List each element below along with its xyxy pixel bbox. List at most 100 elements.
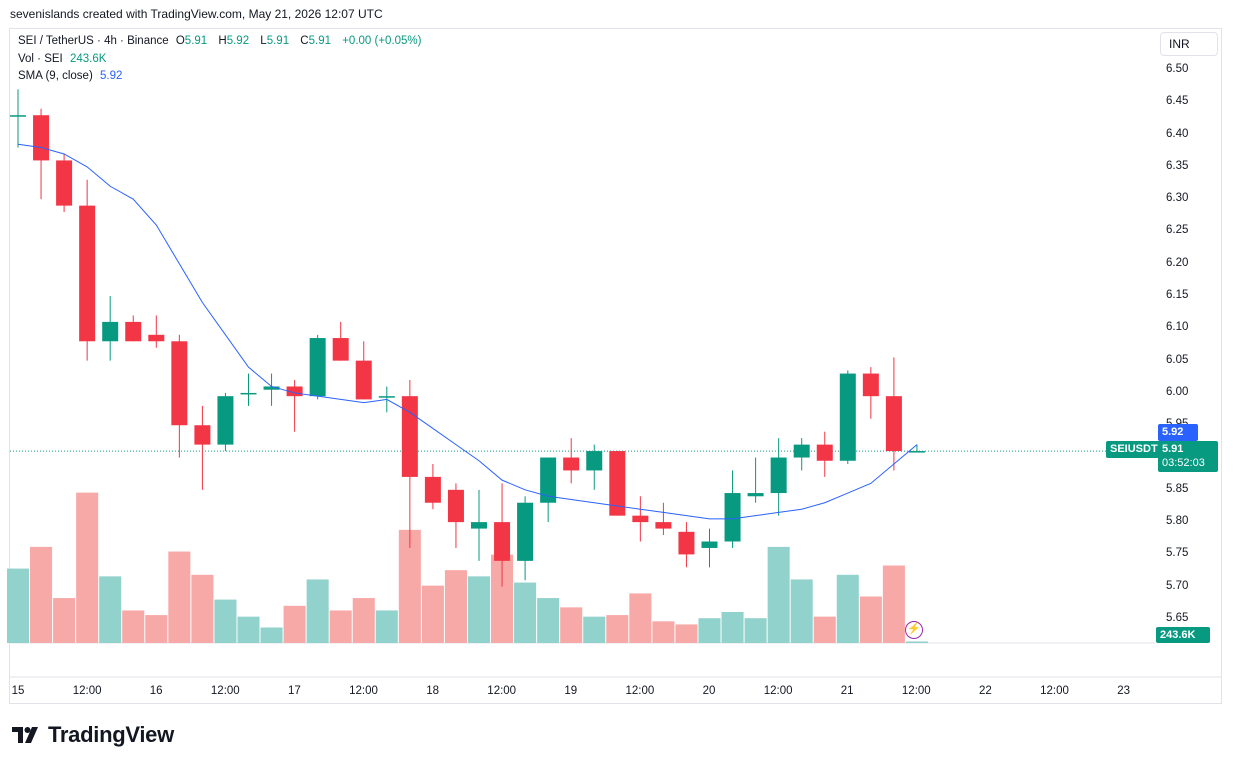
candle-body[interactable] xyxy=(885,396,902,452)
volume-bar xyxy=(905,641,928,643)
candle-body[interactable] xyxy=(747,493,764,497)
price-tick-label: 6.15 xyxy=(1166,289,1189,302)
time-tick-label: 12:00 xyxy=(72,685,102,697)
price-tick-label: 5.85 xyxy=(1166,482,1189,495)
candle-body[interactable] xyxy=(609,451,626,516)
price-tick-label: 6.35 xyxy=(1166,159,1189,172)
legend-ohlc: SEI / TetherUS · 4h · Binance O5.91 H5.9… xyxy=(18,35,425,47)
candle-body[interactable] xyxy=(171,341,188,426)
candle-body[interactable] xyxy=(586,451,603,471)
sma-line xyxy=(17,143,918,520)
time-tick-label: 15 xyxy=(11,685,25,697)
candle-body[interactable] xyxy=(332,338,349,361)
volume-bar xyxy=(767,546,790,643)
candle-body[interactable] xyxy=(56,160,73,206)
candle-body[interactable] xyxy=(632,515,649,523)
candle-body[interactable] xyxy=(517,502,534,561)
candle-body[interactable] xyxy=(494,522,511,561)
candle-body[interactable] xyxy=(401,396,418,477)
volume-bar xyxy=(813,616,836,643)
price-tick-label: 6.00 xyxy=(1166,385,1189,398)
volume-bar xyxy=(260,627,283,643)
volume-bar xyxy=(352,598,375,643)
volume-bar xyxy=(491,554,514,643)
candles xyxy=(10,89,925,587)
price-tick-label: 6.20 xyxy=(1166,256,1189,269)
volume-bar xyxy=(283,605,306,643)
candle-body[interactable] xyxy=(240,392,257,395)
volume-bar xyxy=(882,565,905,643)
volume-bar xyxy=(76,492,99,643)
candle-body[interactable] xyxy=(701,541,718,548)
tradingview-logo[interactable]: TradingView xyxy=(12,722,174,748)
candle-body[interactable] xyxy=(286,386,303,397)
time-tick-label: 18 xyxy=(426,685,439,697)
candle-body[interactable] xyxy=(148,334,165,342)
price-tick-label: 6.25 xyxy=(1166,224,1189,237)
volume-bar xyxy=(444,570,467,643)
volume-bar xyxy=(306,579,329,643)
candle-body[interactable] xyxy=(678,531,695,555)
time-tick-label: 20 xyxy=(702,685,716,697)
volume-bar xyxy=(168,551,191,643)
volume-bar xyxy=(698,618,721,643)
candle-body[interactable] xyxy=(309,338,326,397)
candle-body[interactable] xyxy=(793,444,810,458)
candle-body[interactable] xyxy=(839,373,856,461)
volume-bar xyxy=(6,568,30,643)
price-tick-label: 6.50 xyxy=(1166,63,1189,75)
candle-body[interactable] xyxy=(263,386,280,390)
candle-body[interactable] xyxy=(194,425,211,445)
time-tick-label: 22 xyxy=(978,685,992,697)
currency-button[interactable]: INR xyxy=(1160,32,1218,56)
candle-body[interactable] xyxy=(908,451,925,453)
candle-body[interactable] xyxy=(655,522,672,529)
candle-body[interactable] xyxy=(125,321,142,342)
time-tick-label: 17 xyxy=(287,685,301,697)
last-price-value: 5.91 xyxy=(1162,443,1184,455)
symbol-price-tag: SEIUSDT xyxy=(1106,441,1162,458)
volume-bar xyxy=(744,618,767,643)
lightning-icon[interactable]: ⚡ xyxy=(905,621,923,639)
volume-tag: 243.6K xyxy=(1156,627,1210,643)
volume-bar xyxy=(467,576,491,643)
candle-body[interactable] xyxy=(724,493,741,542)
volume-bar xyxy=(145,615,168,643)
legend-close-label: C xyxy=(300,35,309,47)
candle-body[interactable] xyxy=(770,457,787,494)
candle-body[interactable] xyxy=(862,373,879,397)
legend-open-value: 5.91 xyxy=(184,35,208,47)
time-tick-label: 12:00 xyxy=(349,685,378,697)
volume-bar xyxy=(99,576,122,643)
candle-body[interactable] xyxy=(10,115,26,117)
legend-high-value: 5.92 xyxy=(226,35,250,47)
time-tick-label: 12:00 xyxy=(625,685,655,697)
volume-bar xyxy=(122,610,145,643)
candle-body[interactable] xyxy=(102,321,119,342)
candle-body[interactable] xyxy=(563,457,580,471)
volume-bar xyxy=(790,579,813,643)
candle-body[interactable] xyxy=(217,396,234,445)
candle-body[interactable] xyxy=(79,205,96,342)
price-tick-label: 6.05 xyxy=(1166,353,1189,366)
price-tick-label: 5.75 xyxy=(1166,547,1189,560)
candle-body[interactable] xyxy=(33,115,50,161)
candle-body[interactable] xyxy=(447,489,464,523)
time-tick-label: 12:00 xyxy=(763,685,793,697)
volume-bar xyxy=(191,574,214,643)
candle-body[interactable] xyxy=(816,444,833,461)
volume-bar xyxy=(30,546,53,643)
candle-body[interactable] xyxy=(378,396,395,398)
candle-body[interactable] xyxy=(424,476,441,503)
volume-bar xyxy=(836,574,859,643)
bar-countdown: 03:52:03 xyxy=(1162,457,1205,469)
candle-body[interactable] xyxy=(471,522,487,529)
volume-bar xyxy=(606,615,629,643)
tradingview-logo-icon xyxy=(12,727,38,743)
volume-bar xyxy=(675,624,698,643)
legend-low-value: 5.91 xyxy=(266,35,290,47)
legend-volume-value: 243.6K xyxy=(69,53,107,65)
candle-body[interactable] xyxy=(355,360,372,400)
candle-body[interactable] xyxy=(540,457,557,503)
